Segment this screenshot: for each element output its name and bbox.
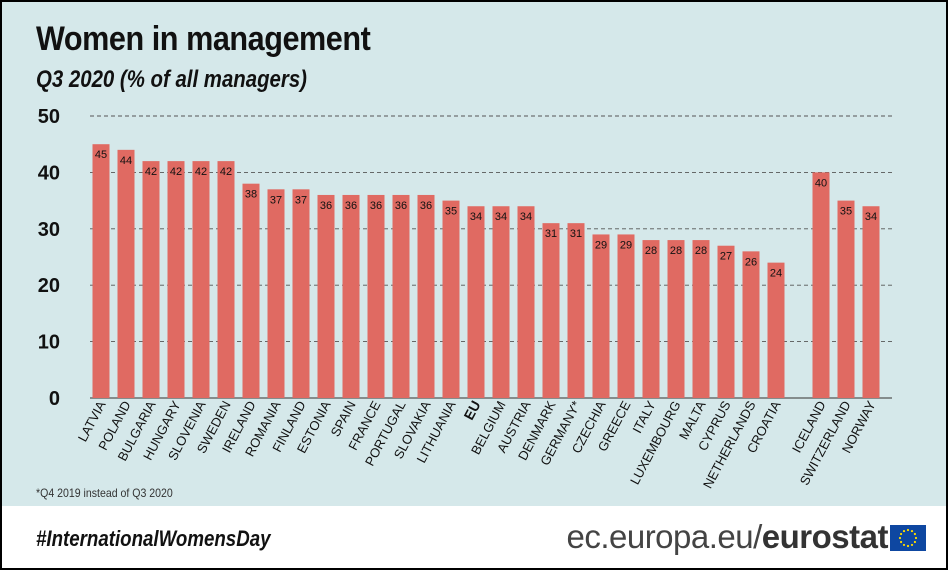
data-label: 42 bbox=[195, 166, 207, 178]
flag-star bbox=[899, 540, 903, 544]
y-tick-label: 10 bbox=[38, 332, 60, 354]
bar bbox=[767, 262, 785, 398]
data-label: 24 bbox=[770, 268, 782, 280]
data-label: 34 bbox=[470, 211, 482, 223]
data-label: 42 bbox=[170, 166, 182, 178]
flag-star bbox=[913, 540, 917, 544]
chart-title: Women in management bbox=[36, 20, 371, 58]
bar bbox=[217, 161, 235, 398]
flag-star bbox=[902, 529, 906, 533]
bar bbox=[642, 240, 660, 398]
bar bbox=[567, 223, 585, 398]
flag-star bbox=[910, 529, 914, 533]
bar bbox=[667, 240, 685, 398]
site-link[interactable]: ec.europa.eu/eurostat bbox=[566, 518, 888, 556]
bar bbox=[862, 206, 880, 398]
bar bbox=[812, 172, 830, 398]
bar bbox=[837, 200, 855, 398]
x-tick-label: LUXEMBOURG bbox=[627, 398, 684, 487]
data-label: 40 bbox=[815, 177, 827, 189]
bar bbox=[267, 189, 285, 398]
x-tick-label: EU bbox=[460, 398, 483, 423]
bar bbox=[292, 189, 310, 398]
bar bbox=[142, 161, 160, 398]
data-label: 35 bbox=[840, 206, 852, 218]
data-label: 34 bbox=[865, 211, 877, 223]
bar bbox=[417, 194, 435, 398]
data-label: 31 bbox=[570, 228, 582, 240]
bar bbox=[617, 234, 635, 398]
data-label: 45 bbox=[95, 149, 107, 161]
chart-panel: Women in management Q3 2020 (% of all ma… bbox=[2, 2, 946, 506]
y-tick-label: 50 bbox=[38, 106, 60, 128]
bar bbox=[342, 194, 360, 398]
bar bbox=[92, 144, 110, 398]
site-brand: eurostat bbox=[761, 518, 889, 555]
bar bbox=[167, 161, 185, 398]
data-label: 28 bbox=[670, 245, 682, 257]
y-tick-label: 30 bbox=[38, 219, 60, 241]
data-label: 34 bbox=[495, 211, 507, 223]
data-label: 28 bbox=[645, 245, 657, 257]
data-label: 26 bbox=[745, 256, 757, 268]
data-label: 37 bbox=[295, 194, 307, 206]
bar bbox=[517, 206, 535, 398]
y-tick-label: 20 bbox=[38, 275, 60, 297]
bar bbox=[367, 194, 385, 398]
data-label: 29 bbox=[595, 239, 607, 251]
flag-star bbox=[906, 544, 910, 548]
data-label: 42 bbox=[220, 166, 232, 178]
data-label: 31 bbox=[545, 228, 557, 240]
site-domain: ec.europa.eu/ bbox=[566, 518, 762, 555]
bar bbox=[242, 183, 260, 398]
bar-chart: 0102030405045LATVIA44POLAND42BULGARIA42H… bbox=[38, 106, 892, 491]
data-label: 36 bbox=[370, 200, 382, 212]
hashtag-text: #InternationalWomensDay bbox=[36, 526, 271, 551]
bar bbox=[467, 206, 485, 398]
bar bbox=[117, 149, 135, 398]
flag-star bbox=[914, 536, 918, 540]
data-label: 37 bbox=[270, 194, 282, 206]
data-label: 27 bbox=[720, 251, 732, 263]
y-tick-label: 0 bbox=[49, 388, 60, 410]
bar bbox=[542, 223, 560, 398]
data-label: 29 bbox=[620, 239, 632, 251]
bar bbox=[442, 200, 460, 398]
bar bbox=[192, 161, 210, 398]
flag-star bbox=[899, 532, 903, 536]
data-label: 35 bbox=[445, 206, 457, 218]
data-label: 42 bbox=[145, 166, 157, 178]
footnote: *Q4 2019 instead of Q3 2020 bbox=[36, 486, 173, 500]
bar bbox=[717, 245, 735, 398]
bar bbox=[317, 194, 335, 398]
flag-star bbox=[913, 532, 917, 536]
flag-star bbox=[910, 543, 914, 547]
data-label: 36 bbox=[345, 200, 357, 212]
data-label: 36 bbox=[395, 200, 407, 212]
bar bbox=[492, 206, 510, 398]
data-label: 28 bbox=[695, 245, 707, 257]
data-label: 34 bbox=[520, 211, 532, 223]
bar bbox=[392, 194, 410, 398]
flag-star bbox=[902, 543, 906, 547]
footer-bar: #InternationalWomensDay ec.europa.eu/eur… bbox=[2, 506, 946, 568]
data-label: 38 bbox=[245, 189, 257, 201]
flag-star bbox=[898, 536, 902, 540]
data-label: 44 bbox=[120, 155, 132, 167]
flag-star bbox=[906, 528, 910, 532]
eu-flag-icon bbox=[890, 525, 926, 551]
bar bbox=[592, 234, 610, 398]
bar bbox=[692, 240, 710, 398]
data-label: 36 bbox=[320, 200, 332, 212]
data-label: 36 bbox=[420, 200, 432, 212]
bar bbox=[742, 251, 760, 398]
y-tick-label: 40 bbox=[38, 162, 60, 184]
chart-subtitle: Q3 2020 (% of all managers) bbox=[36, 66, 307, 93]
